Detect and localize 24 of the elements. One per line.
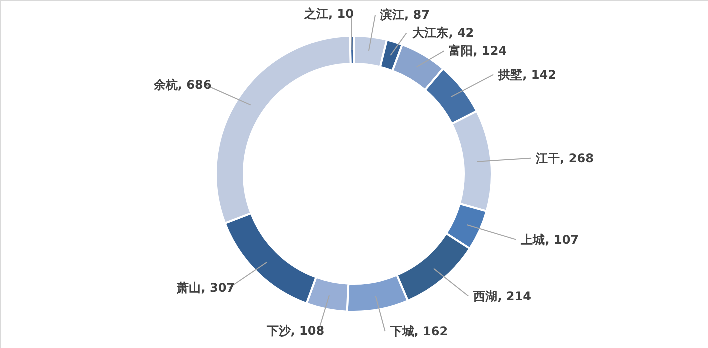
slice-label: 下沙 [266,324,292,338]
data-label: , 162 [414,324,448,339]
data-label: , 42 [448,26,474,40]
slice-label: 大江东 [412,26,449,40]
slice-label: 之江 [304,7,329,22]
slice-label: 萧山 [176,281,202,296]
slice-label: 富阳 [449,44,474,58]
slice-label: 余杭 [152,78,178,92]
data-label: , 214 [498,289,532,304]
data-label: , 142 [522,68,556,82]
data-label: , 307 [201,281,236,296]
data-label: , 107 [545,232,580,247]
data-label: , 124 [473,44,508,58]
data-label: , 686 [178,78,212,92]
data-label: , 10 [328,7,354,22]
slice-label: 滨江 [380,8,405,22]
slice-label: 西湖 [472,289,498,304]
slice-label: 上城 [520,232,546,247]
slice-label: 下城 [389,324,414,339]
data-label: , 87 [404,8,430,22]
data-label: , 108 [290,324,325,338]
data-label: , 268 [560,151,594,166]
slice-label: 江干 [535,151,560,166]
slice-label: 拱墅 [498,68,523,82]
